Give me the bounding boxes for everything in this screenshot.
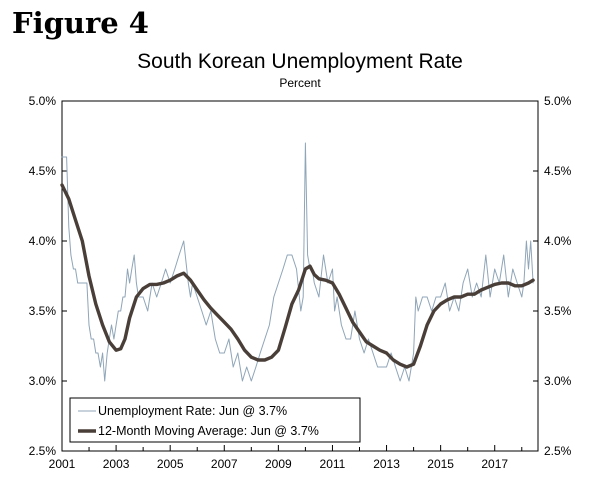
y-tick-label-left: 4.0% — [29, 234, 57, 248]
y-tick-label-right: 3.5% — [544, 304, 572, 318]
y-tick-label-left: 3.5% — [29, 304, 57, 318]
legend-label-moving-average: 12-Month Moving Average: Jun @ 3.7% — [98, 424, 319, 438]
chart-title: South Korean Unemployment Rate — [137, 50, 463, 73]
x-tick-label: 2013 — [373, 457, 400, 471]
y-tick-label-right: 2.5% — [544, 444, 572, 458]
y-tick-label-right: 4.0% — [544, 234, 572, 248]
chart-subtitle: Percent — [279, 76, 321, 90]
x-tick-label: 2001 — [49, 457, 76, 471]
y-tick-label-left: 5.0% — [29, 94, 57, 108]
x-tick-label: 2015 — [427, 457, 454, 471]
x-tick-label: 2007 — [211, 457, 238, 471]
x-tick-label: 2011 — [320, 457, 346, 471]
y-tick-label-left: 4.5% — [29, 164, 57, 178]
y-tick-label-left: 2.5% — [29, 444, 57, 458]
x-tick-label: 2017 — [481, 457, 508, 471]
plot-frame — [61, 100, 539, 452]
series-line-moving-average — [60, 183, 535, 369]
y-tick-label-left: 3.0% — [29, 374, 57, 388]
x-tick-label: 2005 — [157, 457, 184, 471]
y-tick-label-right: 3.0% — [544, 374, 572, 388]
y-tick-label-right: 5.0% — [544, 94, 572, 108]
x-tick-label: 2003 — [103, 457, 130, 471]
legend-label-unemployment-rate: Unemployment Rate: Jun @ 3.7% — [98, 404, 287, 418]
chart-legend: Unemployment Rate: Jun @ 3.7% 12-Month Mo… — [69, 397, 361, 443]
x-tick-label: 2009 — [265, 457, 292, 471]
y-tick-label-right: 4.5% — [544, 164, 572, 178]
figure-label: Figure 4 — [12, 6, 149, 40]
plot-lines — [60, 142, 535, 382]
legend-box — [69, 397, 361, 443]
chart-axes: 5.0% 5.0% 4.5% 4.5% 4.0% 4.0% 3.5% 3.5% 3.0% 3.0%… — [29, 94, 572, 471]
series-line-unemployment-rate — [61, 142, 534, 382]
